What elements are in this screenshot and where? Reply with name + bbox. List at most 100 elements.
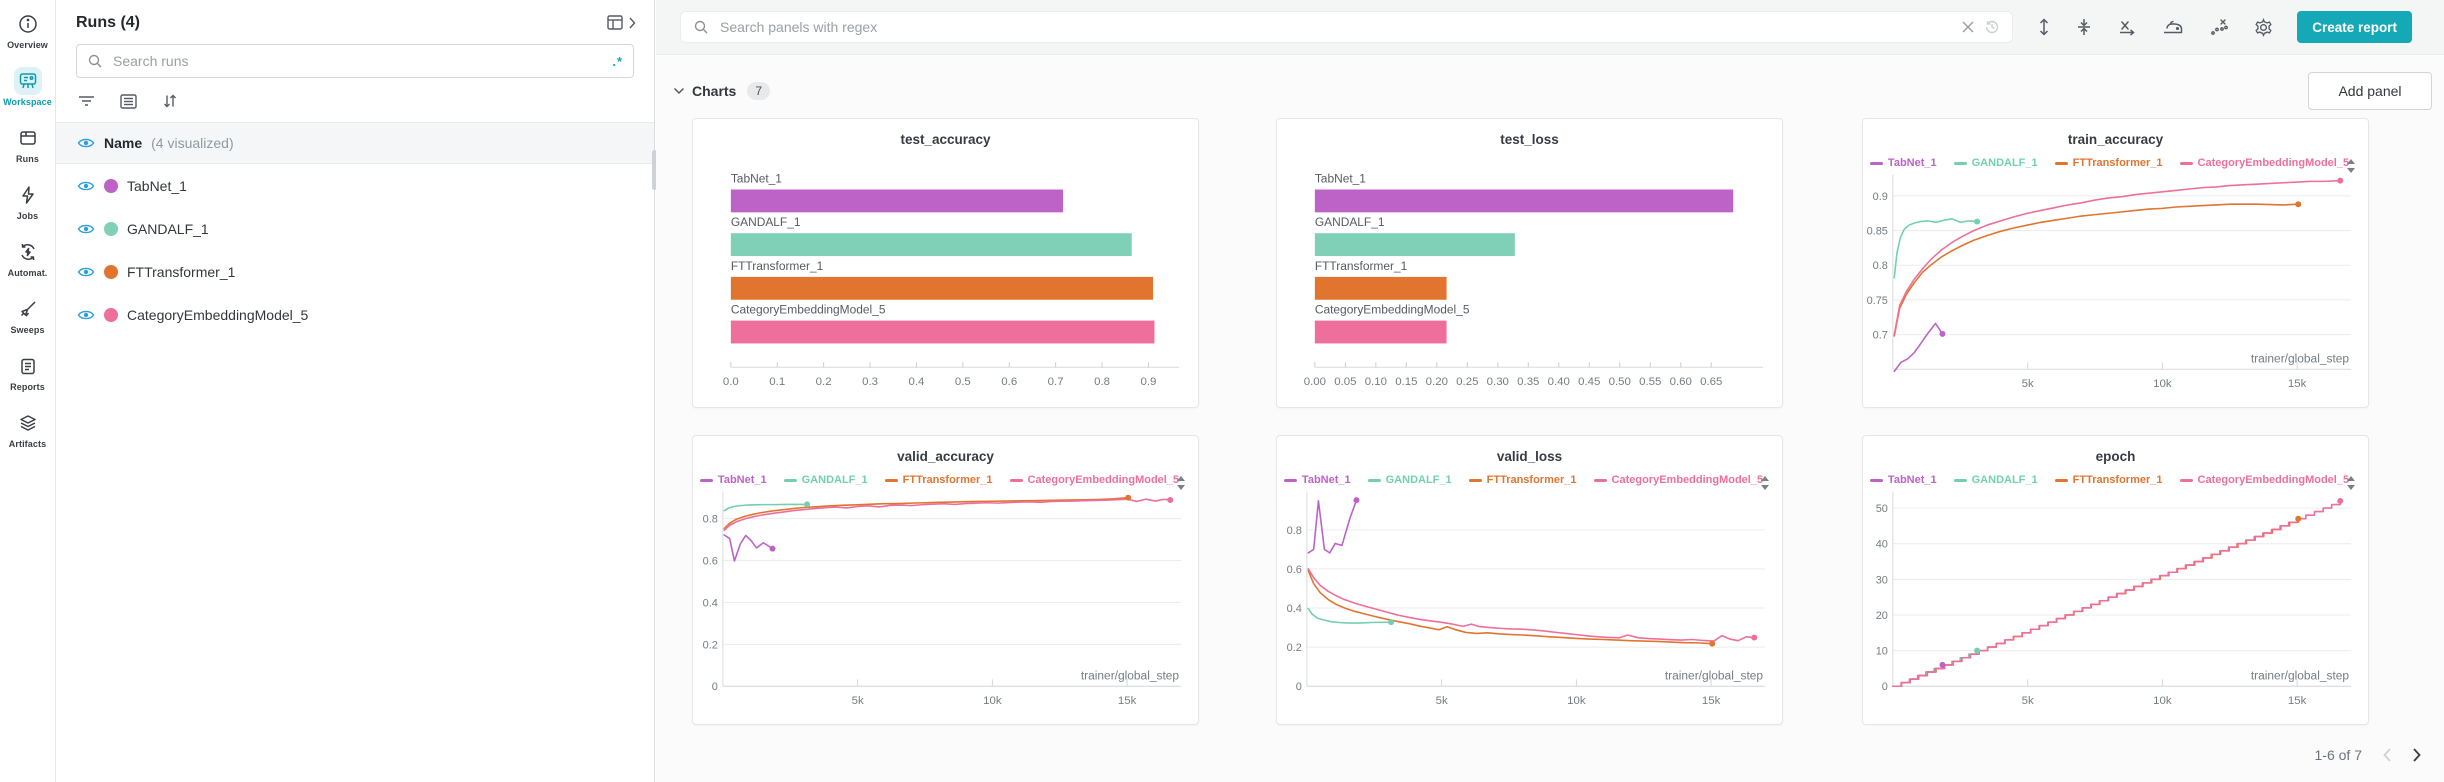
nav-item-jobs[interactable]: Jobs (0, 181, 55, 221)
x-tick-label: 0.45 (1578, 376, 1600, 388)
legend-dash (1869, 161, 1883, 165)
series-end-marker (1939, 661, 1946, 668)
panel-updown-icon[interactable] (2346, 476, 2356, 490)
chart-panel-test-accuracy[interactable]: test_accuracy TabNet_1 GANDALF_1 FTTransfo… (692, 118, 1199, 408)
filter-button[interactable] (78, 94, 95, 108)
legend-dash (1468, 478, 1482, 482)
eye-icon (77, 267, 95, 276)
automations-icon (14, 238, 42, 266)
series-line (1307, 607, 1392, 624)
legend-label: TabNet_1 (1887, 474, 1937, 486)
nav-label: Reports (10, 382, 45, 392)
table-icon (607, 15, 623, 30)
run-color-dot (104, 264, 118, 279)
y-tick-label: 0 (1882, 681, 1888, 693)
sort-button[interactable] (162, 93, 178, 109)
series-end-marker (1353, 497, 1360, 504)
x-tick-label: 0.0 (723, 376, 739, 388)
runs-list-header: Name (4 visualized) (56, 122, 654, 164)
x-axis-settings-button[interactable] (2117, 18, 2137, 36)
nav-rail: Overview Workspace Runs Jobs Automat. Sw… (0, 0, 56, 782)
x-axis-label: trainer/global_step (2251, 668, 2350, 682)
panel-updown-icon[interactable] (2346, 159, 2356, 173)
run-name: CategoryEmbeddingModel_5 (127, 306, 309, 323)
nav-item-runs[interactable]: Runs (0, 124, 55, 164)
x-axis-icon (2120, 21, 2135, 36)
panel-updown-icon[interactable] (1176, 476, 1186, 490)
chart-legend: TabNet_1 GANDALF_1 FTTransformer_1 Category… (1869, 157, 2349, 169)
workspace-icon (13, 67, 42, 95)
outliers-settings-button[interactable] (2209, 18, 2229, 36)
chart-title: valid_accuracy (897, 449, 994, 464)
chart-panel-train-accuracy[interactable]: train_accuracy TabNet_1 GANDALF_1 FTTransf… (1862, 118, 2369, 408)
run-color-dot (104, 221, 118, 236)
workspace-settings-button[interactable] (2254, 17, 2273, 37)
chart-panel-test-loss[interactable]: test_loss TabNet_1 GANDALF_1 FTTransformer… (1276, 118, 1783, 408)
section-title: Charts (692, 82, 737, 99)
run-row-fttransformer[interactable]: FTTransformer_1 (56, 250, 654, 293)
panel-updown-icon[interactable] (1760, 476, 1770, 490)
run-row-tabnet[interactable]: TabNet_1 (56, 164, 654, 207)
sidebar-resize-handle[interactable] (652, 150, 657, 190)
nav-item-reports[interactable]: Reports (0, 352, 55, 392)
legend-label: CategoryEmbeddingModel_5 (2197, 157, 2350, 169)
runs-toolbar (56, 78, 654, 122)
y-tick-label: 30 (1876, 574, 1888, 586)
line-chart-plot: 0.7 0.75 0.8 0.85 0.9 5k 10k 15k trainer/global_… (1867, 174, 2352, 390)
filter-icon (79, 96, 94, 106)
smoothing-settings-button[interactable] (2162, 18, 2184, 36)
bar (1314, 233, 1515, 257)
next-page-button[interactable] (2412, 747, 2422, 763)
legend-label: FTTransformer_1 (902, 474, 993, 486)
legend-item: GANDALF_1 (1953, 157, 2038, 169)
nav-item-overview[interactable]: Overview (0, 10, 55, 50)
nav-item-artifacts[interactable]: Artifacts (0, 409, 55, 449)
run-color-dot (104, 178, 118, 193)
run-name: FTTransformer_1 (127, 263, 236, 280)
clear-search-button[interactable] (1961, 20, 1975, 34)
run-visibility-button[interactable] (77, 222, 95, 236)
x-tick-label: 0.8 (1094, 376, 1110, 388)
legend-dash (2179, 478, 2193, 482)
legend-dash (1953, 478, 1967, 482)
run-visibility-button[interactable] (77, 308, 95, 322)
y-tick-label: 0 (1296, 681, 1302, 693)
run-row-gandalf[interactable]: GANDALF_1 (56, 207, 654, 250)
collapse-section-button[interactable] (673, 87, 685, 95)
legend-item: GANDALF_1 (1367, 474, 1452, 486)
add-panel-button[interactable]: Add panel (2308, 71, 2432, 110)
series-end-marker (1388, 619, 1395, 626)
expand-panels-button[interactable] (2037, 17, 2051, 37)
runs-search-input[interactable] (111, 52, 605, 70)
panel-search-input[interactable] (718, 18, 1953, 36)
run-row-categoryembeddingmodel[interactable]: CategoryEmbeddingModel_5 (56, 293, 654, 336)
chart-panel-valid-loss[interactable]: valid_loss TabNet_1 GANDALF_1 FTTransforme… (1276, 435, 1783, 725)
nav-item-sweeps[interactable]: Sweeps (0, 295, 55, 335)
y-tick-label: 0.7 (1873, 330, 1888, 342)
panels-pagination: 1-6 of 7 (2315, 747, 2422, 763)
collapse-panels-button[interactable] (2076, 17, 2092, 37)
bar-category-label: FTTransformer_1 (731, 259, 824, 273)
nav-item-automations[interactable]: Automat. (0, 238, 55, 278)
chart-panel-valid-accuracy[interactable]: valid_accuracy TabNet_1 GANDALF_1 FTTransf… (692, 435, 1199, 725)
nav-item-workspace[interactable]: Workspace (0, 67, 55, 107)
bar-category-label: GANDALF_1 (731, 215, 801, 229)
search-history-button[interactable] (1984, 19, 2000, 35)
series-line (1893, 179, 2342, 336)
chevron-left-icon (2383, 748, 2391, 762)
chart-panel-epoch[interactable]: epoch TabNet_1 GANDALF_1 FTTransformer_1 Ca… (1862, 435, 2369, 725)
series-line (1893, 203, 2300, 337)
regex-toggle[interactable]: .* (612, 53, 623, 69)
lightning-icon (14, 181, 42, 209)
toggle-all-visibility-button[interactable] (77, 136, 95, 150)
create-report-button[interactable]: Create report (2297, 11, 2412, 43)
chart-title: test_accuracy (900, 132, 991, 147)
columns-button[interactable] (120, 93, 137, 109)
run-visibility-button[interactable] (77, 179, 95, 193)
info-icon (14, 10, 42, 38)
expand-runs-table-button[interactable] (607, 14, 636, 32)
previous-page-button[interactable] (2382, 747, 2392, 763)
bar (1314, 320, 1447, 344)
run-visibility-button[interactable] (77, 265, 95, 279)
bar-category-label: GANDALF_1 (1315, 215, 1385, 229)
